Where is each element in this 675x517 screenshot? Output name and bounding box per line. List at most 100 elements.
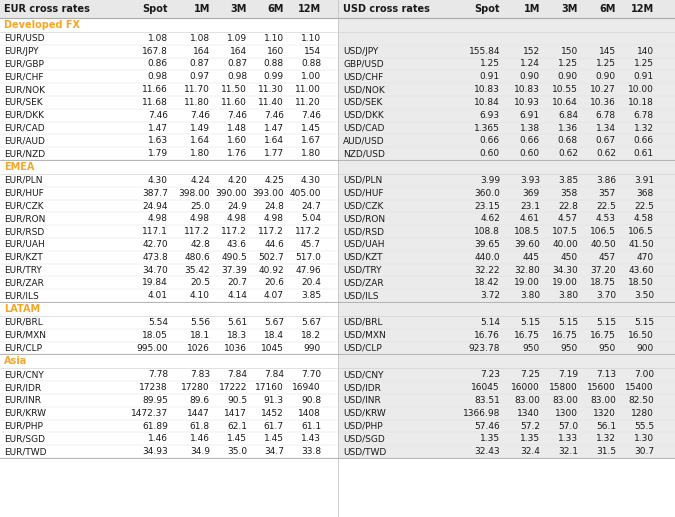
Text: 33.8: 33.8 [301, 447, 321, 456]
Text: 0.66: 0.66 [480, 136, 500, 145]
Text: 1472.37: 1472.37 [131, 409, 168, 418]
Text: 16.50: 16.50 [628, 331, 654, 340]
Text: 0.88: 0.88 [264, 59, 284, 68]
Text: USD/CNY: USD/CNY [343, 370, 383, 379]
Text: USD/CAD: USD/CAD [343, 124, 384, 132]
Text: 1452: 1452 [261, 409, 284, 418]
Text: 1.25: 1.25 [596, 59, 616, 68]
Text: 4.98: 4.98 [190, 215, 210, 223]
Text: 15600: 15600 [587, 383, 616, 392]
Text: 357: 357 [599, 189, 616, 197]
Text: USD/UAH: USD/UAH [343, 240, 385, 249]
Text: USD/KRW: USD/KRW [343, 409, 385, 418]
Text: EUR/NOK: EUR/NOK [4, 85, 45, 94]
Text: 55.5: 55.5 [634, 421, 654, 431]
Text: 44.6: 44.6 [264, 240, 284, 249]
Text: USD/MXN: USD/MXN [343, 331, 385, 340]
Text: 1.25: 1.25 [558, 59, 578, 68]
Text: EUR/CLP: EUR/CLP [4, 343, 42, 353]
Text: 35.0: 35.0 [227, 447, 247, 456]
Text: 10.83: 10.83 [474, 85, 500, 94]
Text: 20.4: 20.4 [301, 278, 321, 287]
Text: USD/TRY: USD/TRY [343, 266, 381, 275]
Text: Spot: Spot [475, 4, 500, 14]
Text: 3.99: 3.99 [480, 176, 500, 185]
Text: 4.14: 4.14 [227, 291, 247, 300]
Text: USD/SGD: USD/SGD [343, 434, 385, 443]
Bar [0, 0, 675, 18]
Text: 450: 450 [561, 253, 578, 262]
Text: EUR/ZAR: EUR/ZAR [4, 278, 44, 287]
Text: EUR/GBP: EUR/GBP [4, 59, 44, 68]
Text: 11.40: 11.40 [259, 98, 284, 107]
Text: 18.4: 18.4 [264, 331, 284, 340]
Text: 7.83: 7.83 [190, 370, 210, 379]
Text: USD/BRL: USD/BRL [343, 318, 383, 327]
Text: 0.67: 0.67 [596, 136, 616, 145]
Text: 7.78: 7.78 [148, 370, 168, 379]
Text: 19.00: 19.00 [514, 278, 540, 287]
Text: 11.66: 11.66 [142, 85, 168, 94]
Text: 7.46: 7.46 [148, 111, 168, 120]
Text: 45.7: 45.7 [301, 240, 321, 249]
Text: 0.66: 0.66 [520, 136, 540, 145]
Text: 40.50: 40.50 [590, 240, 616, 249]
Text: 4.61: 4.61 [520, 215, 540, 223]
Text: EUR/PLN: EUR/PLN [4, 176, 43, 185]
Text: 0.87: 0.87 [190, 59, 210, 68]
Text: 25.0: 25.0 [190, 202, 210, 210]
Text: 7.46: 7.46 [227, 111, 247, 120]
Text: 3.70: 3.70 [596, 291, 616, 300]
Text: 32.22: 32.22 [475, 266, 500, 275]
Text: 23.1: 23.1 [520, 202, 540, 210]
Text: 3M: 3M [231, 4, 247, 14]
Text: 16000: 16000 [511, 383, 540, 392]
Text: 1.67: 1.67 [301, 136, 321, 145]
Text: 4.98: 4.98 [227, 215, 247, 223]
Text: 154: 154 [304, 47, 321, 56]
Text: 1036: 1036 [224, 343, 247, 353]
Text: 0.68: 0.68 [558, 136, 578, 145]
Text: USD/DKK: USD/DKK [343, 111, 384, 120]
Text: 90.8: 90.8 [301, 396, 321, 405]
Text: 19.84: 19.84 [142, 278, 168, 287]
Bar [338, 302, 675, 354]
Text: 7.46: 7.46 [264, 111, 284, 120]
Text: USD cross rates: USD cross rates [343, 4, 430, 14]
Text: 3M: 3M [562, 4, 578, 14]
Text: 57.2: 57.2 [520, 421, 540, 431]
Text: USD/HUF: USD/HUF [343, 189, 383, 197]
Text: 107.5: 107.5 [552, 227, 578, 236]
Text: 34.93: 34.93 [142, 447, 168, 456]
Text: 37.20: 37.20 [590, 266, 616, 275]
Text: 1300: 1300 [555, 409, 578, 418]
Text: 11.70: 11.70 [184, 85, 210, 94]
Text: Asia: Asia [4, 356, 27, 367]
Text: 108.8: 108.8 [474, 227, 500, 236]
Text: 1.46: 1.46 [190, 434, 210, 443]
Text: 358: 358 [561, 189, 578, 197]
Text: USD/NOK: USD/NOK [343, 85, 385, 94]
Text: 4.20: 4.20 [227, 176, 247, 185]
Text: 950: 950 [522, 343, 540, 353]
Text: 1.48: 1.48 [227, 124, 247, 132]
Text: 0.60: 0.60 [480, 149, 500, 158]
Text: 1.43: 1.43 [301, 434, 321, 443]
Text: 11.20: 11.20 [295, 98, 321, 107]
Text: 1.77: 1.77 [264, 149, 284, 158]
Text: 61.7: 61.7 [264, 421, 284, 431]
Text: EUR/JPY: EUR/JPY [4, 47, 38, 56]
Text: EMEA: EMEA [4, 162, 34, 172]
Text: 11.80: 11.80 [184, 98, 210, 107]
Text: 18.2: 18.2 [301, 331, 321, 340]
Text: 6.84: 6.84 [558, 111, 578, 120]
Text: 1.36: 1.36 [558, 124, 578, 132]
Text: 24.7: 24.7 [301, 202, 321, 210]
Text: 7.25: 7.25 [520, 370, 540, 379]
Text: 0.90: 0.90 [520, 72, 540, 81]
Text: 0.61: 0.61 [634, 149, 654, 158]
Text: 470: 470 [637, 253, 654, 262]
Text: EUR/CZK: EUR/CZK [4, 202, 44, 210]
Text: EUR/CHF: EUR/CHF [4, 72, 43, 81]
Text: 39.65: 39.65 [474, 240, 500, 249]
